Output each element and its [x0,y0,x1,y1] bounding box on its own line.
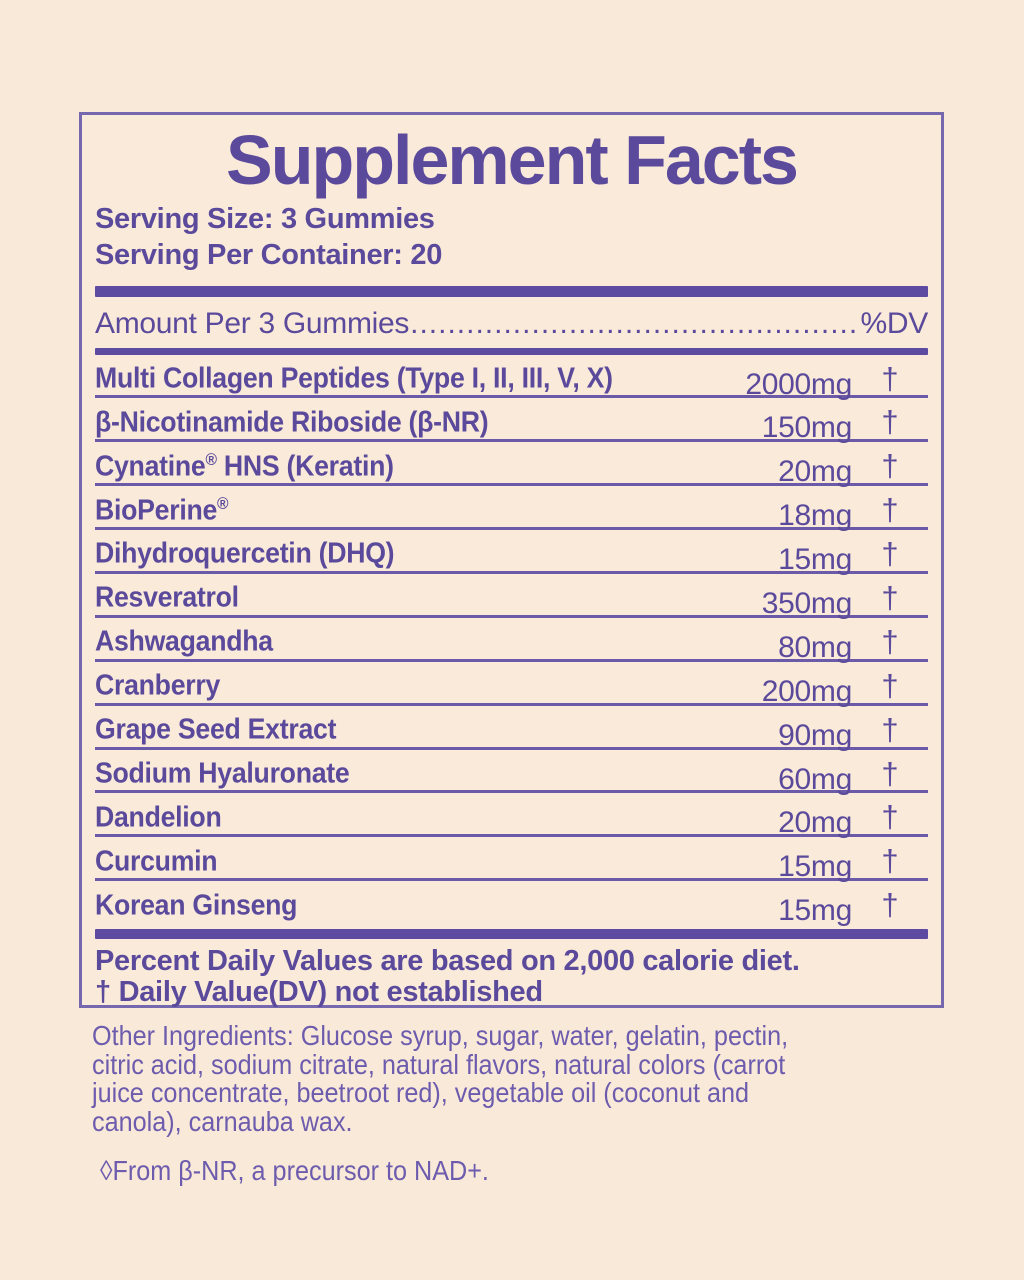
ingredient-amount: 20mg [778,455,852,489]
other-ingredients-line: Other Ingredients: Glucose syrup, sugar,… [92,1020,789,1051]
ingredient-amount: 80mg [778,630,852,664]
percent-dv-label: %DV [860,306,929,340]
precursor-note: ◊From β-NR, a precursor to NAD+. [100,1155,489,1186]
ingredient-name: Dihydroquercetin (DHQ) [95,538,395,571]
supplement-facts-panel: Supplement Facts Serving Size: 3 Gummies… [79,112,944,1008]
divider-under-header [95,347,928,355]
dagger-symbol: † [881,843,899,879]
ingredient-name: Cynatine® HNS (Keratin) [95,449,394,483]
ingredient-name: Resveratrol [95,581,239,614]
table-row: Curcumin 15mg † [95,837,928,884]
table-row: Resveratrol 350mg † [95,574,928,620]
ingredient-name: Dandelion [95,801,222,834]
panel-title: Supplement Facts [226,121,799,199]
ingredient-name: Cranberry [95,669,221,702]
ingredient-amount: 2000mg [745,367,852,401]
table-row: Dandelion 20mg † [95,793,928,840]
amount-per-serving-label: Amount Per 3 Gummies [95,306,410,340]
footnote-block: Percent Daily Values are based on 2,000 … [95,939,928,1008]
amount-header-row: Amount Per 3 Gummies ...................… [95,297,928,348]
thick-divider-bottom [95,929,928,940]
dagger-symbol: † [881,492,899,528]
dagger-symbol: † [881,623,899,659]
table-row: β-Nicotinamide Riboside (β-NR) 150mg † [95,398,928,445]
dagger-symbol: † [881,448,899,484]
ingredient-name: Grape Seed Extract [95,713,337,746]
ingredient-table: Multi Collagen Peptides (Type I, II, III… [95,355,928,928]
ingredient-name: Multi Collagen Peptides (Type I, II, III… [95,362,613,395]
ingredient-name: Curcumin [95,845,218,878]
table-row: Sodium Hyaluronate 60mg † [95,750,928,796]
ingredient-amount: 15mg [778,850,852,884]
ingredient-name: Korean Ginseng [95,889,298,922]
table-row: Cynatine® HNS (Keratin) 20mg † [95,442,928,489]
ingredient-amount: 200mg [761,674,853,708]
dagger-symbol: † [881,799,899,835]
table-row: Dihydroquercetin (DHQ) 15mg † [95,530,928,577]
ingredient-amount: 15mg [778,543,852,577]
table-row: BioPerine® 18mg † [95,486,928,533]
dagger-symbol: † [881,887,899,923]
ingredient-name: Ashwagandha [95,625,273,658]
table-row: Grape Seed Extract 90mg † [95,706,928,752]
footnote-dv-not-established: † Daily Value(DV) not established [95,976,543,1009]
other-ingredients-line: canola), carnauba wax. [92,1105,353,1137]
leader-dots: ........................................… [410,306,860,340]
dagger-symbol: † [881,404,899,440]
ingredient-name: β-Nicotinamide Riboside (β-NR) [95,406,489,439]
dagger-symbol: † [881,360,899,396]
serving-size-line: Serving Size: 3 Gummies [95,202,435,235]
ingredient-amount: 18mg [778,499,852,533]
footnote-daily-values: Percent Daily Values are based on 2,000 … [95,945,800,978]
table-row: Cranberry 200mg † [95,662,928,708]
ingredient-amount: 60mg [778,762,852,796]
table-row: Ashwagandha 80mg † [95,618,928,664]
ingredient-name: Sodium Hyaluronate [95,757,350,790]
ingredient-amount: 15mg [778,894,852,928]
dagger-symbol: † [881,579,899,615]
other-ingredients-line: juice concentrate, beetroot red), vegeta… [92,1077,750,1108]
ingredient-amount: 350mg [761,586,853,620]
ingredient-name: BioPerine® [95,493,229,527]
dagger-symbol: † [881,667,899,703]
dagger-symbol: † [881,755,899,791]
thick-divider-top [95,285,928,297]
ingredient-amount: 90mg [778,718,852,752]
ingredient-amount: 150mg [761,411,853,445]
table-row: Multi Collagen Peptides (Type I, II, III… [95,355,928,401]
ingredient-amount: 20mg [778,806,852,840]
servings-per-container-line: Serving Per Container: 20 [95,238,443,271]
table-row: Korean Ginseng 15mg † [95,881,928,928]
dagger-symbol: † [881,711,899,747]
dagger-symbol: † [881,536,899,572]
other-ingredients-paragraph: Other Ingredients: Glucose syrup, sugar,… [92,1020,992,1137]
other-ingredients-line: citric acid, sodium citrate, natural fla… [92,1048,786,1080]
